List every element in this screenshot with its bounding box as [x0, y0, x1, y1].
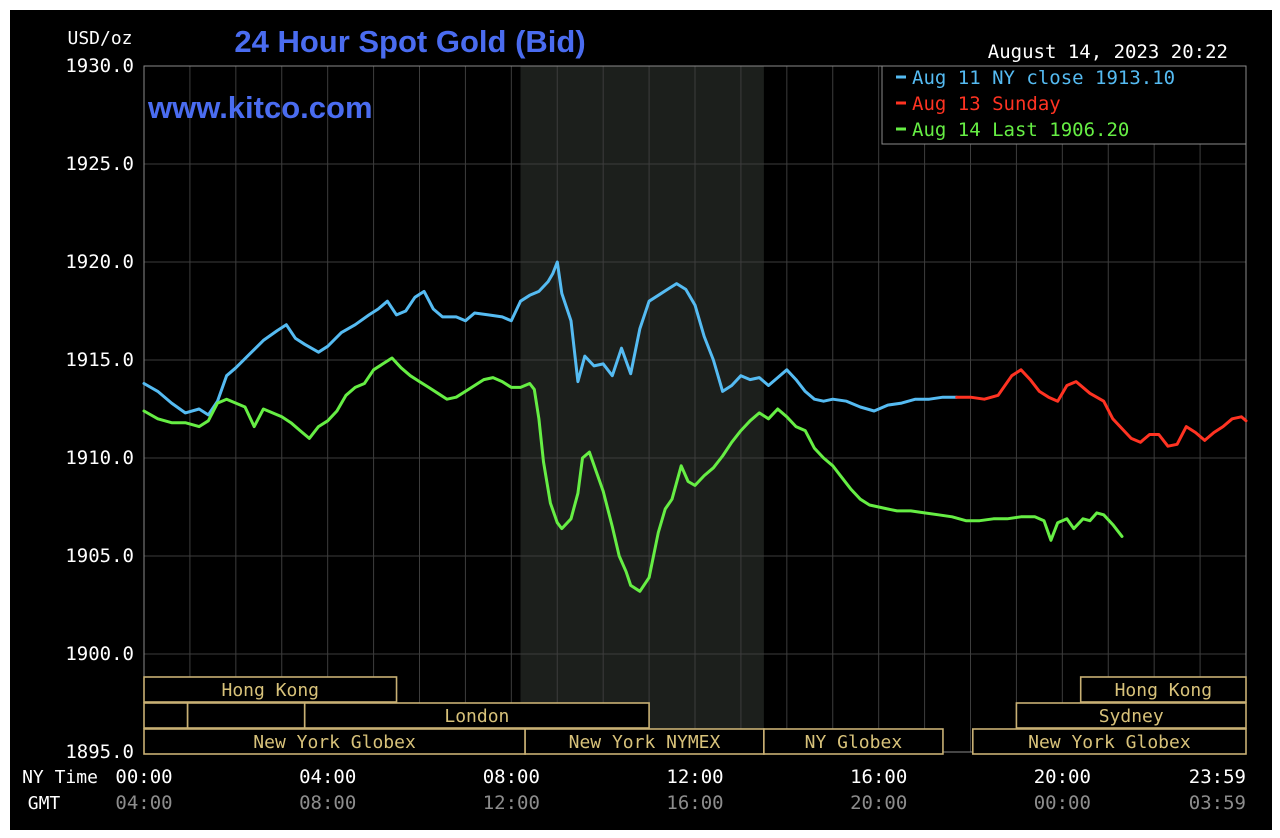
series-line-2: [142, 356, 1124, 593]
y-axis-ticks: 1930.0 1925.0 1920.0 1915.0 1910.0 1905.0 1900…: [65, 55, 134, 763]
gmt-row-label: GMT: [28, 793, 61, 814]
y-tick-label: 1920.0: [65, 251, 134, 273]
x-tick-label-gmt: 03:59: [1189, 792, 1246, 814]
session-label: London: [444, 706, 509, 727]
y-tick-label: 1930.0: [65, 55, 134, 77]
chart-frame: USD/oz 24 Hour Spot Gold (Bid) www.kitco…: [10, 10, 1272, 830]
session-label: Hong Kong: [221, 680, 319, 701]
gold-price-chart: USD/oz 24 Hour Spot Gold (Bid) www.kitco…: [22, 24, 1248, 814]
session-box: [143, 702, 189, 729]
price-series: [142, 260, 1248, 593]
session-label: Hong Kong: [1115, 680, 1213, 701]
x-tick-label-ny: 04:00: [299, 766, 356, 788]
y-tick-label: 1905.0: [65, 545, 134, 567]
x-tick-label-gmt: 00:00: [1034, 792, 1091, 814]
legend: Aug 11 NY close 1913.10 Aug 13 Sunday Au…: [881, 65, 1247, 145]
session-label: New York Globex: [253, 732, 416, 753]
session-box: [1079, 676, 1247, 703]
grid-lines: [144, 66, 1246, 752]
x-tick-label-gmt: 20:00: [850, 792, 907, 814]
ny-time-row-label: NY Time: [22, 767, 98, 788]
session-box: [763, 728, 944, 755]
session-label: New York Globex: [1028, 732, 1191, 753]
x-axis-ticks: 00:00 04:00 04:00 08:00 08:00 12:00 12:00 16:00…: [115, 766, 1246, 814]
x-tick-label-ny: 23:59: [1189, 766, 1246, 788]
x-tick-label-ny: 08:00: [483, 766, 540, 788]
x-tick-label-gmt: 16:00: [666, 792, 723, 814]
x-tick-label-ny: 00:00: [115, 766, 172, 788]
y-tick-label: 1900.0: [65, 643, 134, 665]
x-tick-label-gmt: 04:00: [115, 792, 172, 814]
kitco-watermark: www.kitco.com: [147, 90, 373, 125]
chart-title: 24 Hour Spot Gold (Bid): [234, 24, 585, 59]
legend-entry-aug11: Aug 11 NY close 1913.10: [912, 67, 1175, 89]
session-box: [971, 728, 1247, 755]
session-box: [1015, 702, 1247, 729]
session-box: [186, 702, 306, 729]
nymex-session-highlight: [520, 66, 764, 752]
x-tick-label-gmt: 12:00: [483, 792, 540, 814]
session-box: [524, 728, 765, 755]
session-label: Sydney: [1099, 706, 1164, 727]
market-sessions: Hong Kong Hong Kong London Sydney New York G…: [143, 676, 1247, 755]
y-tick-label: 1895.0: [65, 741, 134, 763]
y-tick-label: 1915.0: [65, 349, 134, 371]
session-label: New York NYMEX: [569, 732, 721, 753]
x-tick-label-ny: 20:00: [1034, 766, 1091, 788]
series-line-0: [142, 260, 959, 417]
y-axis-unit-label: USD/oz: [67, 28, 132, 49]
series-line-1: [955, 368, 1248, 448]
legend-entry-aug13: Aug 13 Sunday: [912, 93, 1061, 115]
chart-timestamp: August 14, 2023 20:22: [988, 41, 1228, 63]
y-tick-label: 1910.0: [65, 447, 134, 469]
session-label: NY Globex: [805, 732, 903, 753]
session-box: [143, 676, 398, 703]
x-tick-label-ny: 16:00: [850, 766, 907, 788]
y-tick-label: 1925.0: [65, 153, 134, 175]
legend-entry-aug14: Aug 14 Last 1906.20: [912, 119, 1129, 141]
session-box: [303, 702, 650, 729]
x-tick-label-gmt: 08:00: [299, 792, 356, 814]
x-tick-label-ny: 12:00: [666, 766, 723, 788]
